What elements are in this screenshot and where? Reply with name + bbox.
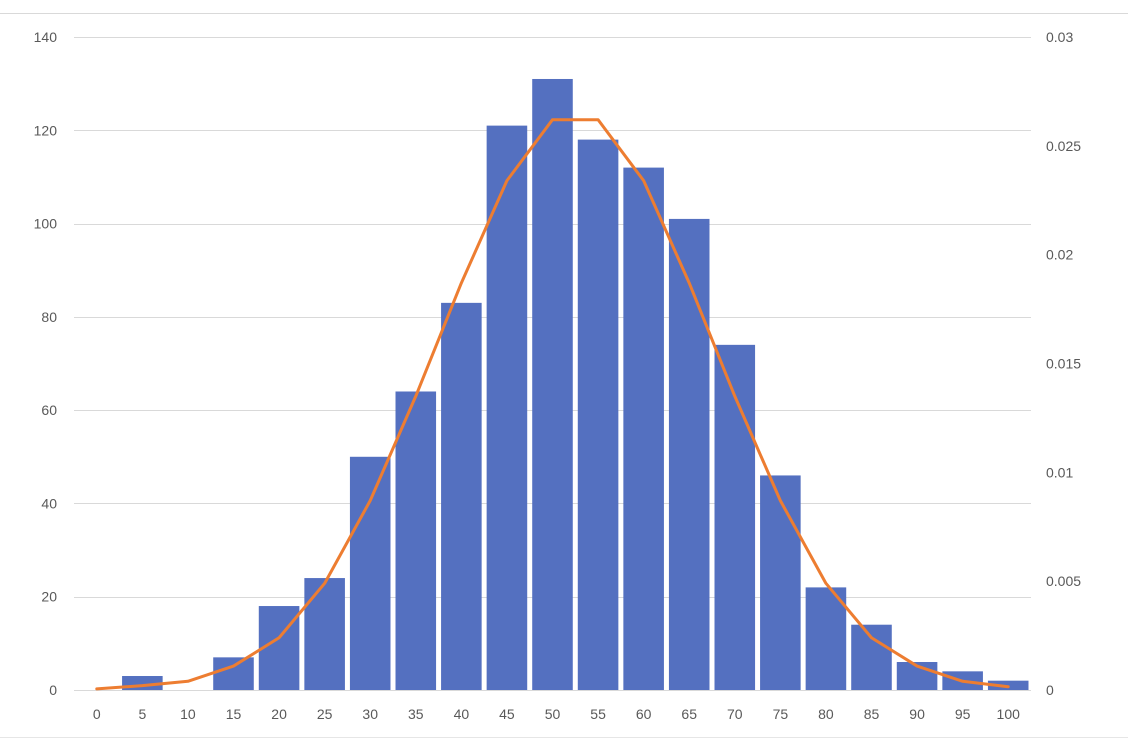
left-axis-tick-label: 140	[34, 29, 58, 45]
left-axis-tick-label: 0	[49, 682, 57, 698]
histogram-bar	[213, 657, 254, 690]
right-axis-tick-label: 0.03	[1046, 29, 1073, 45]
x-axis-tick-label: 70	[727, 706, 743, 722]
x-axis-tick-label: 15	[226, 706, 242, 722]
x-axis-tick-label: 40	[454, 706, 470, 722]
density-line	[95, 118, 1010, 691]
histogram-bar	[349, 456, 391, 690]
left-axis-tick-label: 20	[41, 589, 57, 605]
left-axis-tick-label: 100	[34, 216, 58, 232]
x-axis-tick-label: 60	[636, 706, 652, 722]
x-axis-tick-label: 90	[909, 706, 925, 722]
histogram-bar	[714, 344, 756, 690]
x-axis-tick-label: 55	[590, 706, 606, 722]
frame-top-border	[0, 13, 1128, 14]
frame-bottom-border	[0, 737, 1128, 738]
x-axis-tick-label: 100	[997, 706, 1021, 722]
x-axis-tick-label: 85	[864, 706, 880, 722]
right-axis-tick-label: 0	[1046, 682, 1054, 698]
x-axis-tick-label: 80	[818, 706, 834, 722]
histogram-bar	[623, 167, 664, 691]
x-axis-tick-label: 45	[499, 706, 515, 722]
right-axis-tick-labels: 0 0.005 0.01 0.015 0.02 0.025 0.03	[1046, 29, 1081, 698]
histogram-bar	[441, 302, 482, 690]
density-line-series	[95, 118, 1010, 691]
histogram-bar	[577, 139, 619, 691]
left-axis-tick-label: 120	[34, 122, 58, 138]
x-axis-tick-label: 95	[955, 706, 971, 722]
left-axis-tick-labels: 0 20 40 60 80 100 120 140	[34, 29, 58, 698]
x-axis-tick-label: 0	[93, 706, 101, 722]
histogram-bar	[304, 578, 345, 690]
x-axis-tick-label: 5	[138, 706, 146, 722]
histogram-bar	[486, 125, 528, 691]
histogram-bar	[851, 624, 892, 690]
x-axis-tick-label: 50	[545, 706, 561, 722]
left-axis-tick-label: 60	[41, 402, 57, 418]
x-axis-tick-label: 75	[773, 706, 789, 722]
x-axis-tick-label: 35	[408, 706, 424, 722]
right-axis-tick-label: 0.01	[1046, 464, 1073, 480]
right-axis-tick-label: 0.005	[1046, 573, 1081, 589]
histogram-bar	[532, 78, 573, 691]
histogram-bar	[760, 475, 801, 690]
right-axis-tick-label: 0.025	[1046, 138, 1081, 154]
left-axis-tick-label: 80	[41, 309, 57, 325]
x-axis-tick-label: 20	[271, 706, 287, 722]
left-axis-tick-label: 40	[41, 495, 57, 511]
x-axis-tick-labels: 0 5 10 15 20 25 30 35 40 45 50 55 60 65 70 75 80 85 90 95 10…	[93, 706, 1020, 722]
gridlines	[74, 37, 1031, 691]
x-axis-tick-label: 25	[317, 706, 333, 722]
x-axis-tick-label: 10	[180, 706, 196, 722]
x-axis-tick-label: 30	[362, 706, 378, 722]
right-axis-tick-label: 0.02	[1046, 247, 1073, 263]
histogram-bar	[395, 391, 437, 690]
x-axis-tick-label: 65	[681, 706, 697, 722]
histogram-bar	[668, 218, 710, 690]
bar-series	[122, 78, 1029, 691]
histogram-bar	[805, 587, 847, 690]
right-axis-tick-label: 0.015	[1046, 356, 1081, 372]
